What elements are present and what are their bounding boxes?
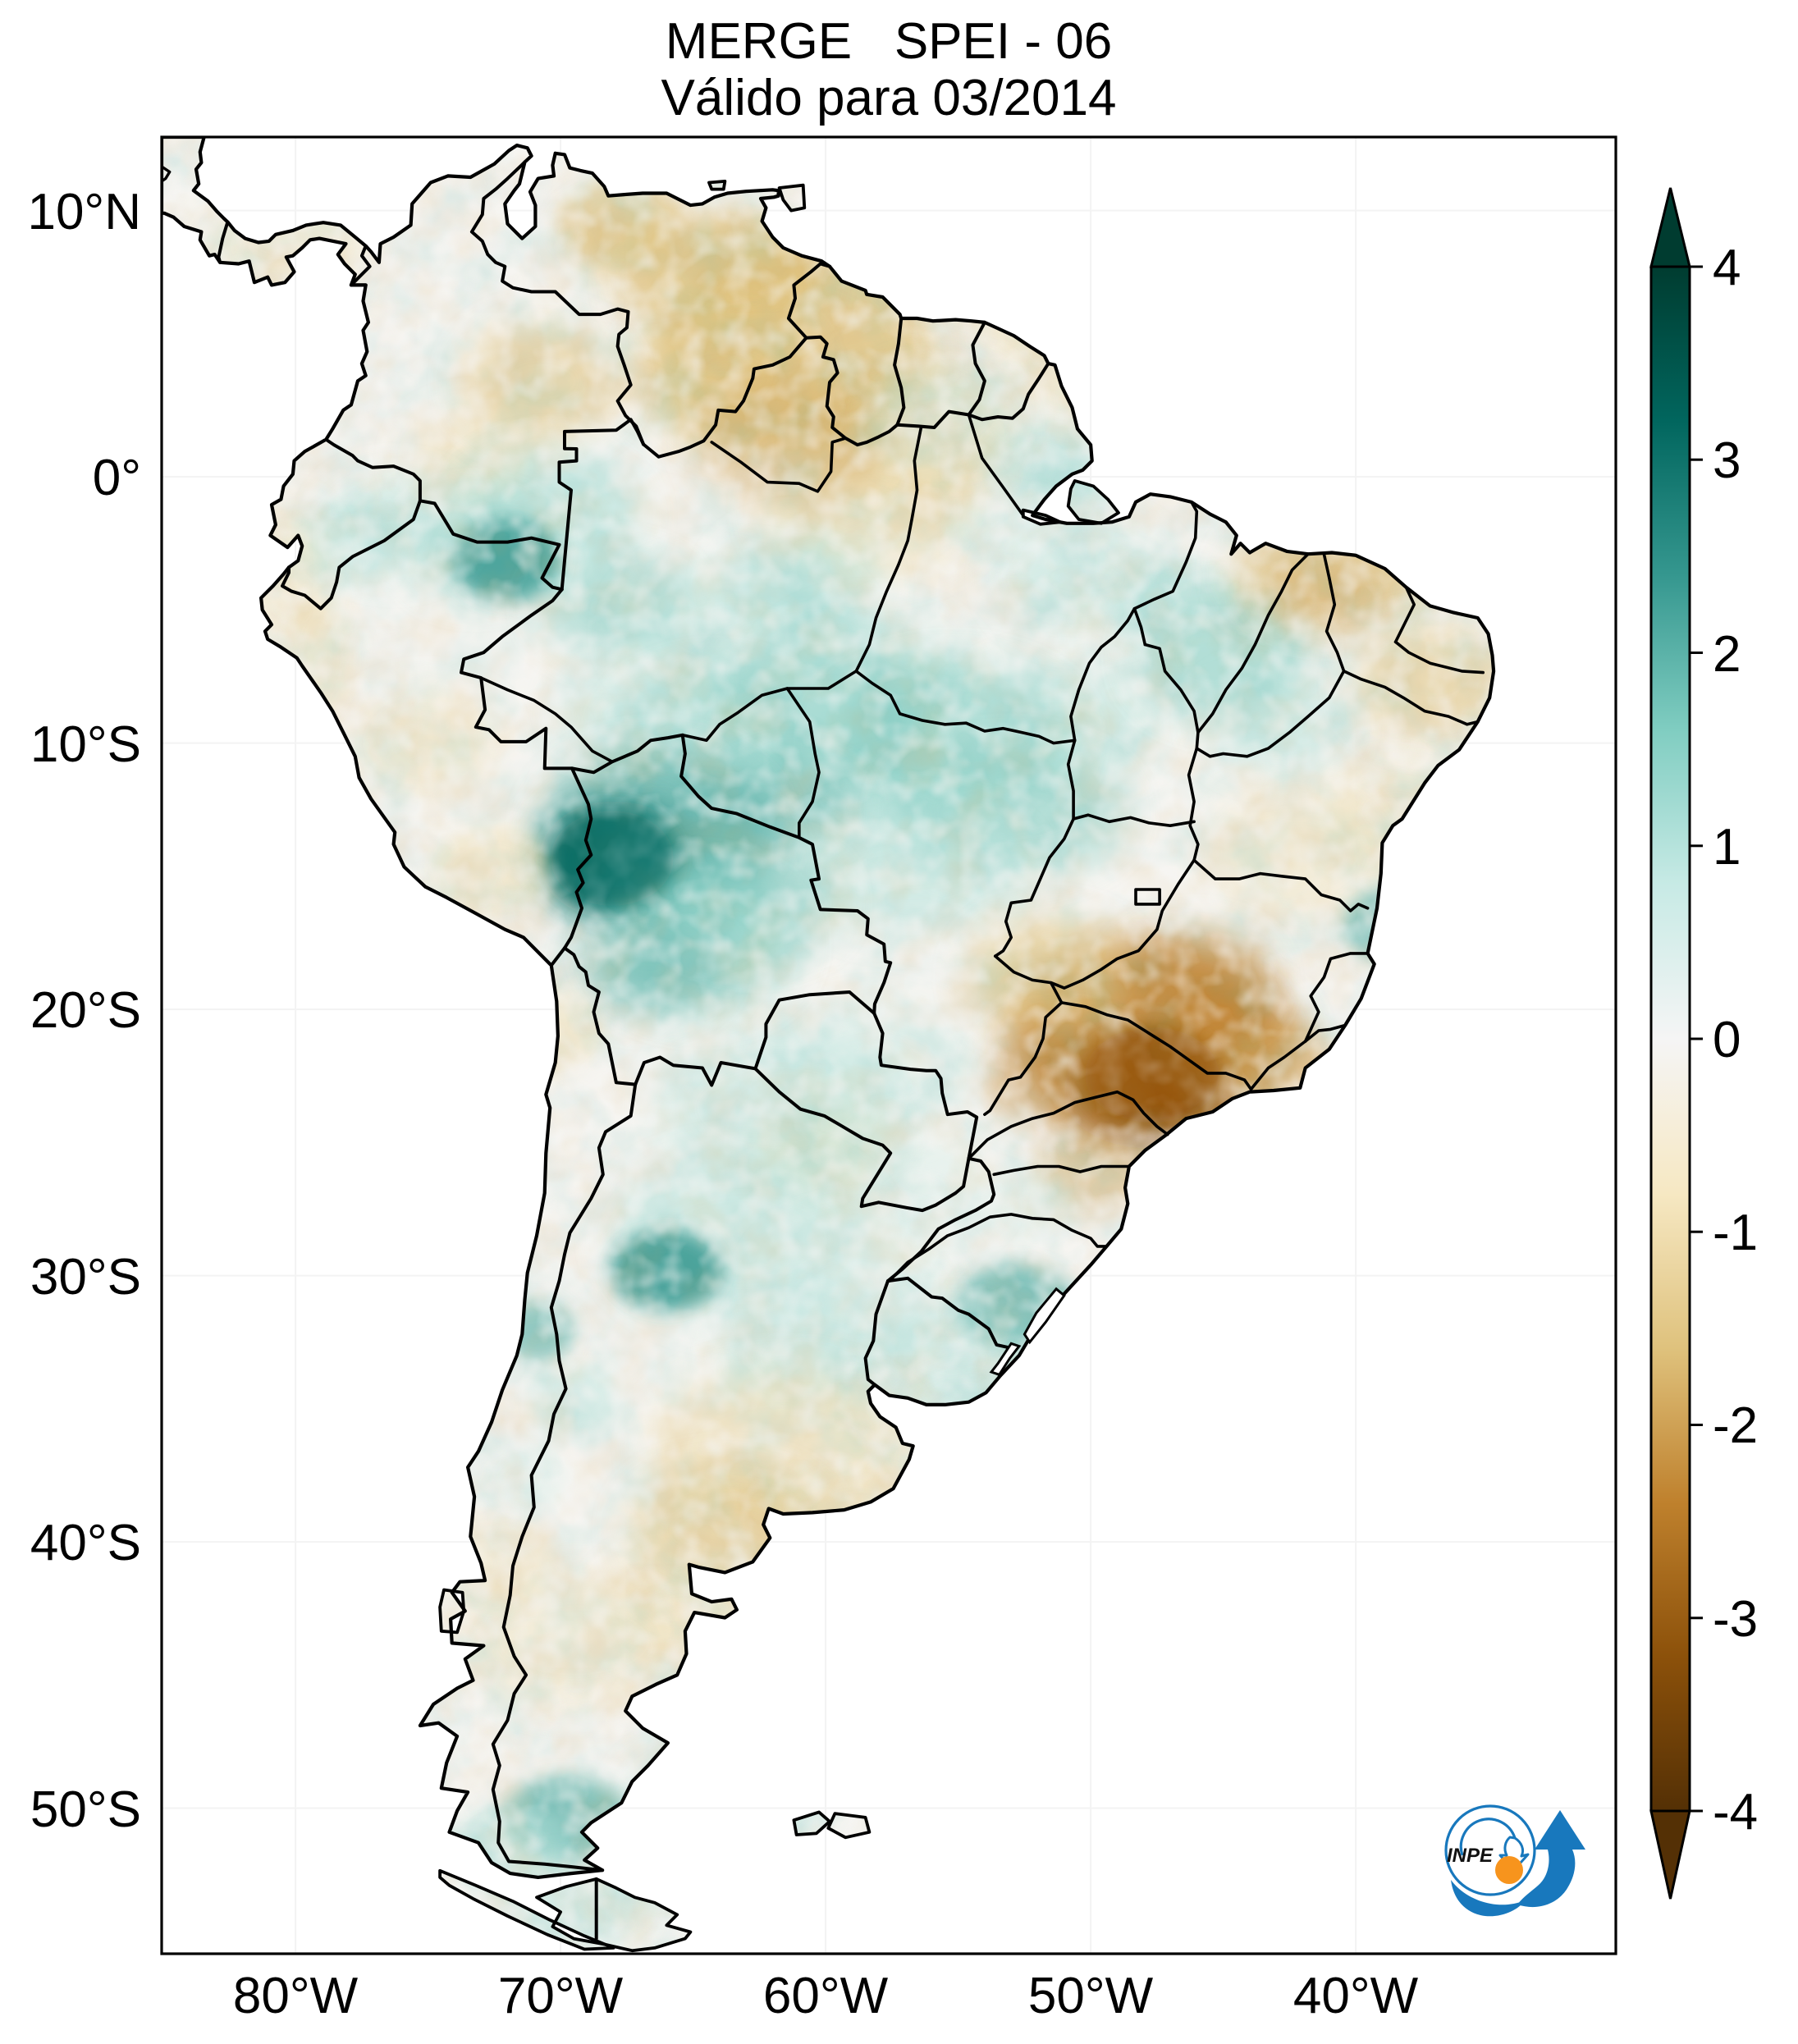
svg-text:-3: -3 bbox=[1713, 1591, 1758, 1648]
svg-text:MERGE SPEI - 06: MERGE SPEI - 06 bbox=[666, 13, 1112, 70]
svg-text:50°W: 50°W bbox=[1028, 1968, 1154, 2024]
svg-text:INPE: INPE bbox=[1447, 1845, 1494, 1867]
svg-text:0: 0 bbox=[1713, 1012, 1741, 1068]
svg-text:0°: 0° bbox=[93, 450, 141, 506]
svg-text:4: 4 bbox=[1713, 240, 1741, 296]
svg-text:50°S: 50°S bbox=[30, 1781, 141, 1838]
svg-text:10°N: 10°N bbox=[27, 184, 141, 240]
svg-text:30°S: 30°S bbox=[30, 1249, 141, 1306]
svg-text:40°W: 40°W bbox=[1293, 1968, 1419, 2024]
svg-text:Válido para 03/2014: Válido para 03/2014 bbox=[661, 70, 1116, 126]
svg-text:1: 1 bbox=[1713, 819, 1741, 876]
svg-text:-2: -2 bbox=[1713, 1397, 1758, 1454]
svg-text:-4: -4 bbox=[1713, 1784, 1758, 1841]
svg-text:80°W: 80°W bbox=[233, 1968, 359, 2024]
svg-text:-1: -1 bbox=[1713, 1205, 1758, 1261]
svg-text:10°S: 10°S bbox=[30, 716, 141, 773]
svg-text:2: 2 bbox=[1713, 626, 1741, 683]
svg-text:60°W: 60°W bbox=[763, 1968, 889, 2024]
svg-text:3: 3 bbox=[1713, 432, 1741, 489]
svg-text:70°W: 70°W bbox=[498, 1968, 624, 2024]
svg-text:40°S: 40°S bbox=[30, 1515, 141, 1571]
svg-text:20°S: 20°S bbox=[30, 982, 141, 1039]
